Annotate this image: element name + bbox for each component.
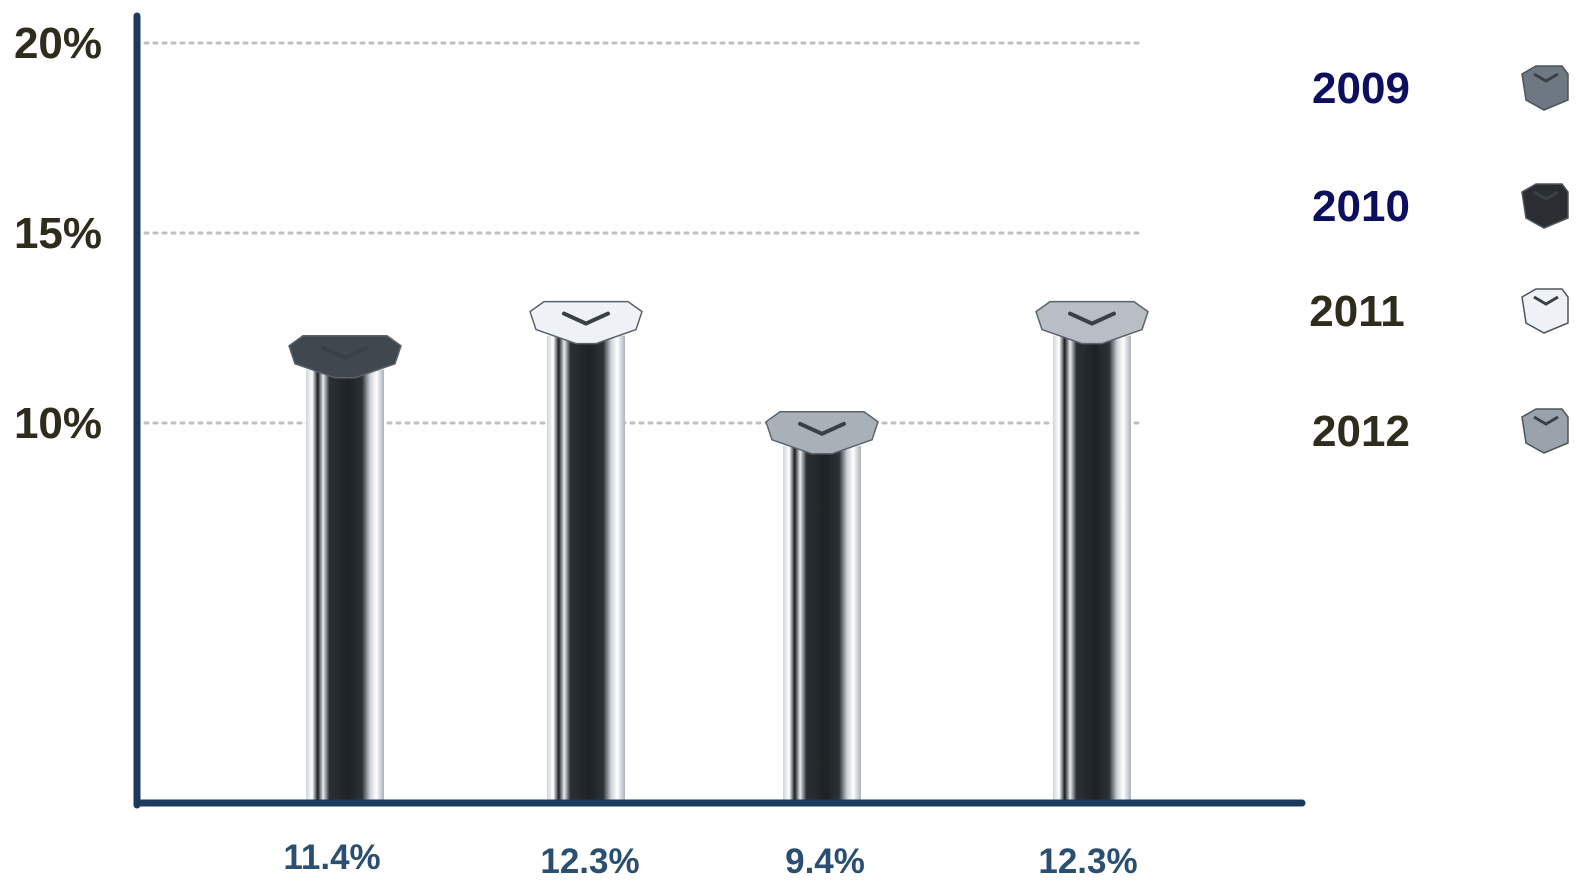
data-label-2011: 9.4% [785, 842, 865, 881]
y-tick-label: 10% [14, 399, 102, 448]
legend-label: 2011 [1309, 287, 1404, 336]
legend-item-2010: 2010 [1312, 182, 1569, 231]
legend: 2009 2010 2011 2012 [1309, 64, 1569, 456]
legend-swatch-notch [1533, 72, 1559, 83]
legend-label: 2012 [1312, 407, 1410, 456]
legend-swatch-notch [1533, 415, 1559, 426]
legend-label: 2009 [1312, 64, 1410, 113]
legend-label: 2010 [1312, 182, 1410, 231]
legend-swatch-notch [1533, 190, 1559, 201]
bar-cap-notch [562, 311, 610, 326]
y-tick-label: 15% [14, 209, 102, 258]
bar-cap-notch [1068, 311, 1116, 326]
bar-cap-notch [321, 345, 369, 360]
bar-column [783, 445, 861, 803]
legend-swatch [1521, 408, 1569, 454]
y-tick-label: 20% [14, 19, 102, 68]
legend-item-2011: 2011 [1309, 287, 1569, 336]
data-labels: 11.4% 12.3% 9.4% 12.3% [283, 838, 1137, 881]
y-axis-ticks: 10% 15% 20% [14, 19, 102, 448]
axes [133, 12, 1306, 809]
legend-swatch [1521, 288, 1569, 334]
data-label-2010: 12.3% [540, 842, 639, 881]
bar-2012 [1035, 300, 1149, 803]
data-label-2009: 11.4% [283, 838, 380, 877]
bars [288, 300, 1149, 803]
legend-swatch [1521, 65, 1569, 111]
bar-column [547, 335, 625, 803]
legend-item-2009: 2009 [1312, 64, 1569, 113]
bar-2010 [529, 300, 643, 803]
bar-2011 [765, 411, 879, 803]
bar-column [306, 369, 384, 803]
gridlines [143, 41, 1142, 425]
bar-column [1053, 335, 1131, 803]
legend-swatch-notch [1533, 295, 1559, 306]
bar-cap-notch [798, 421, 846, 436]
data-label-2012: 12.3% [1038, 842, 1137, 881]
legend-swatch [1521, 183, 1569, 229]
bar-2009 [288, 335, 402, 803]
legend-item-2012: 2012 [1312, 407, 1569, 456]
